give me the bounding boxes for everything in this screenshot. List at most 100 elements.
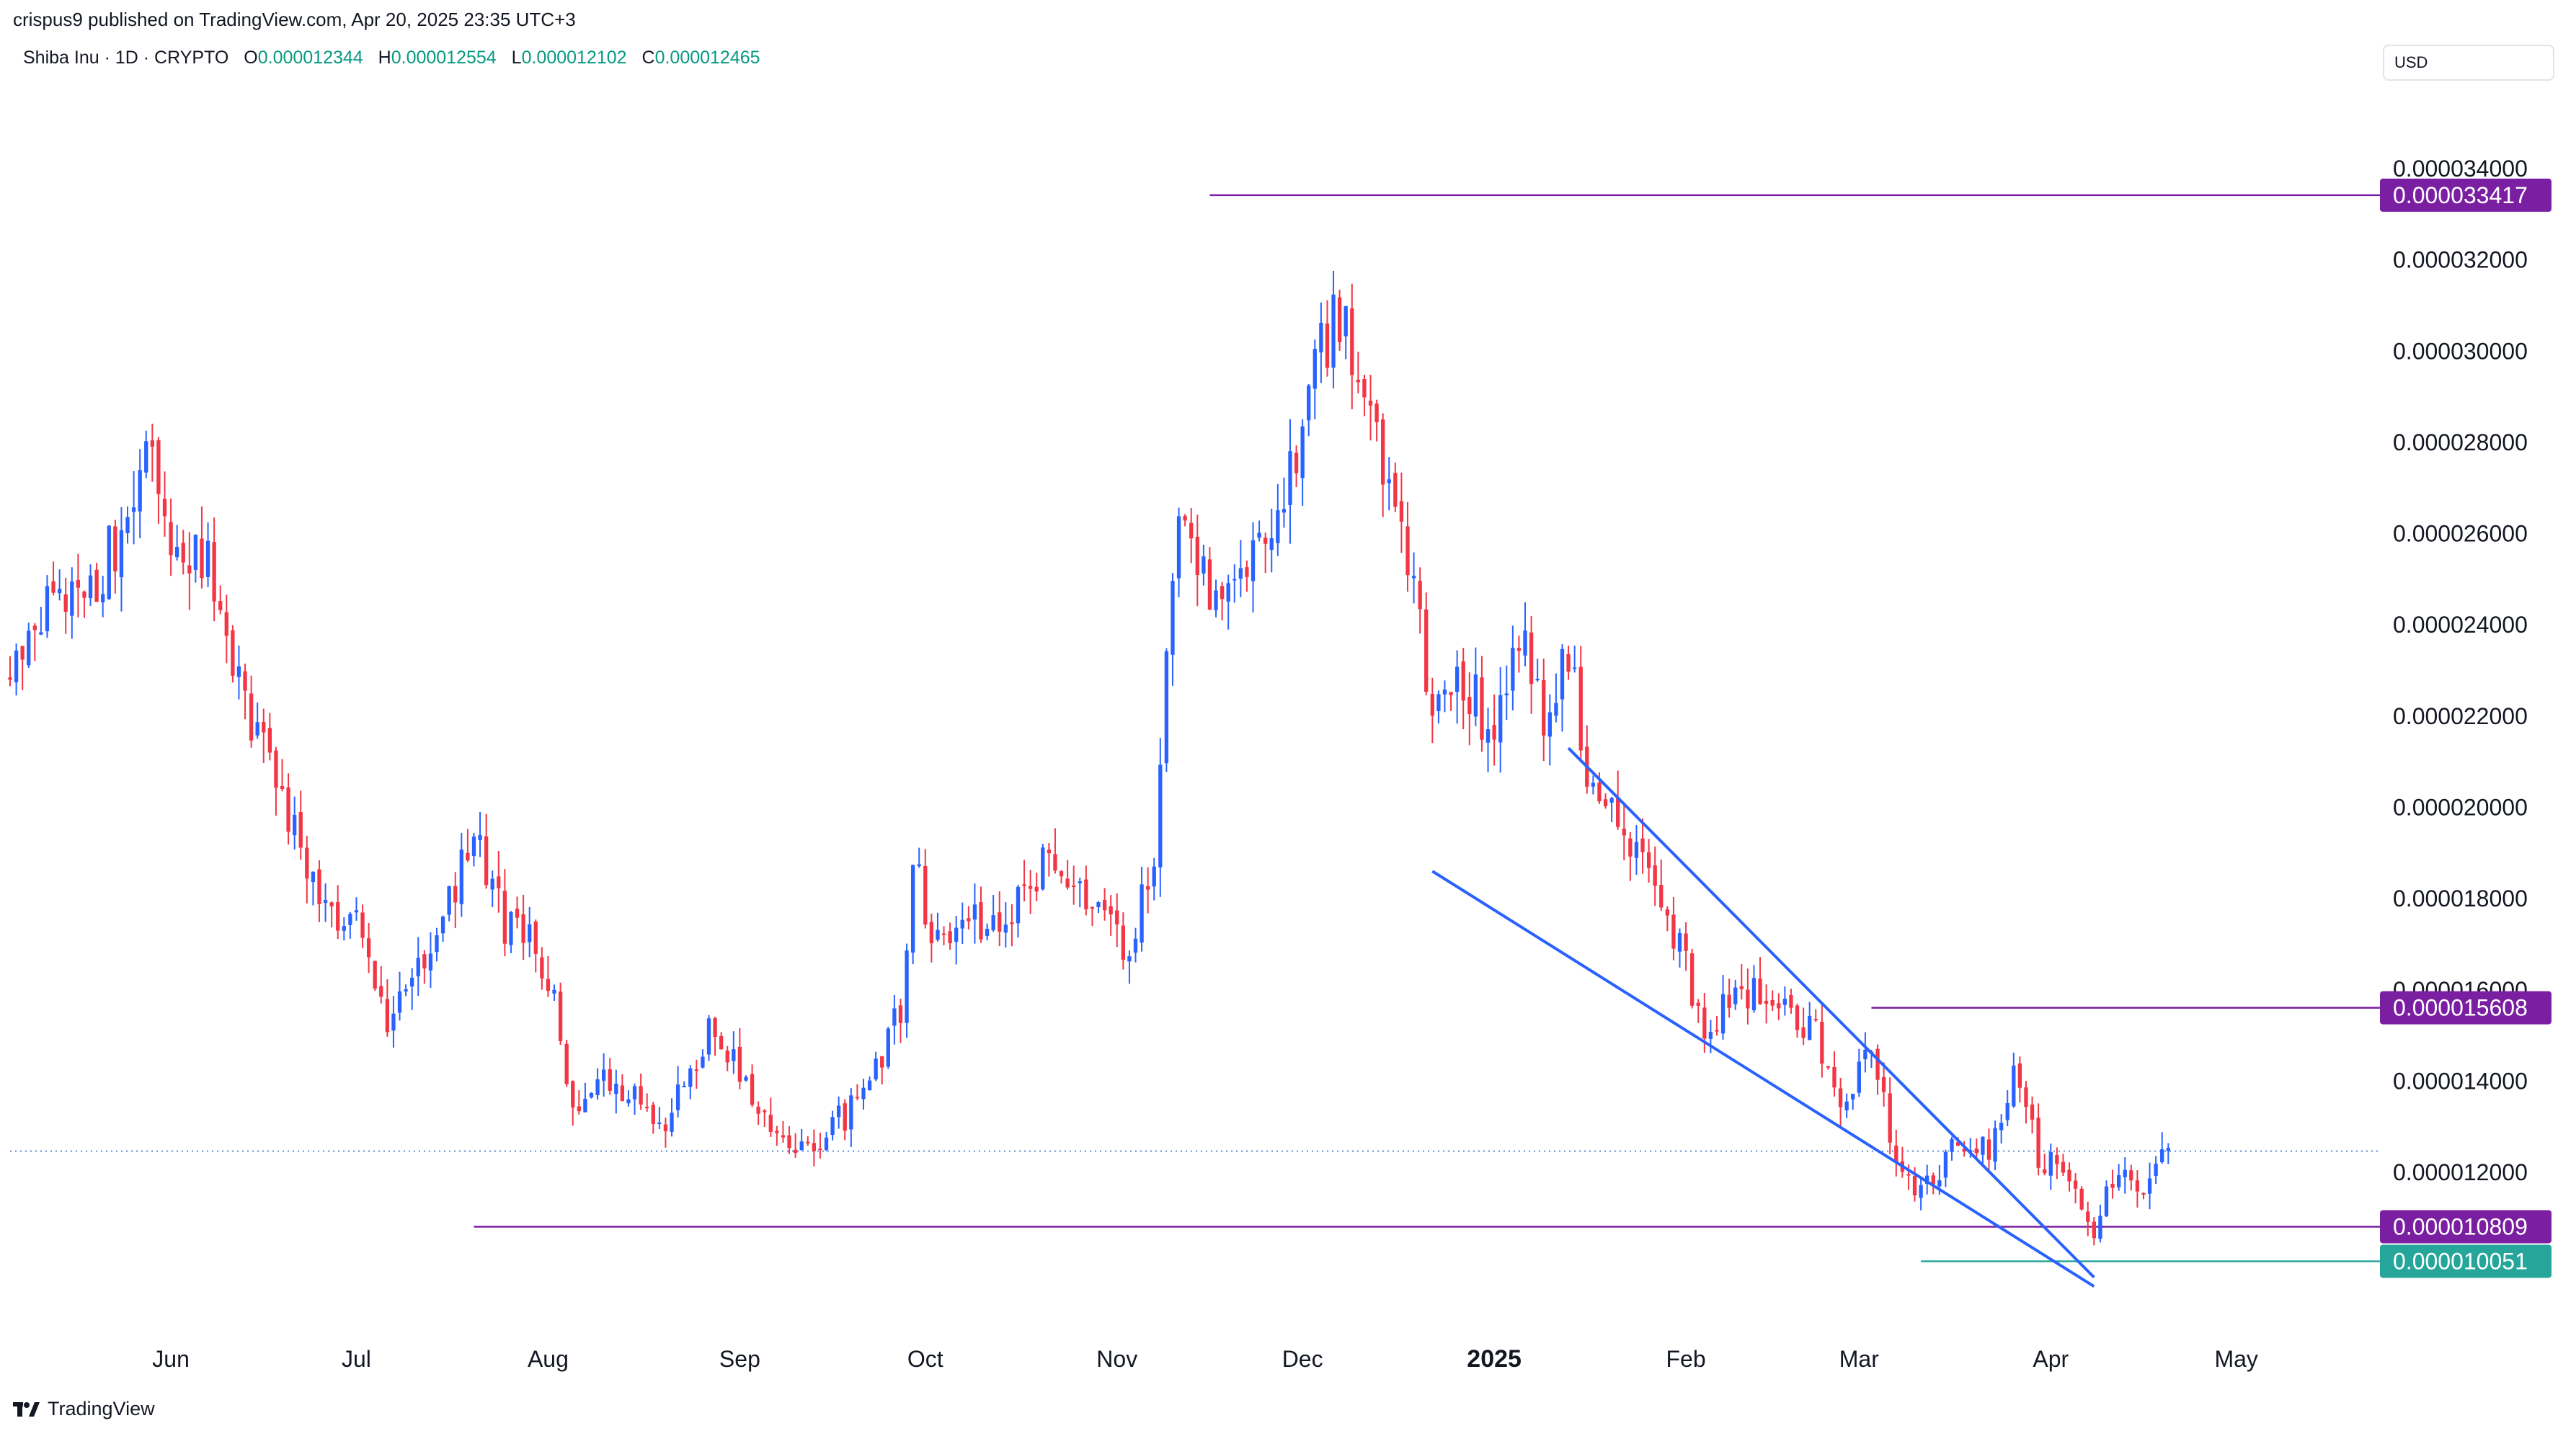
candle-body [1078,881,1082,883]
candle-body [1746,989,1750,1009]
currency-button[interactable]: USD [2383,45,2554,81]
candle-body [243,671,247,691]
candle-body [1171,581,1175,655]
candle-body [1504,693,1509,695]
candle-body [799,1141,804,1151]
candle-body [1801,1027,1806,1038]
tradingview-logo-icon [13,1401,40,1417]
candle-body [1993,1128,1997,1162]
candle-body [1665,909,1670,916]
candle-body [998,912,1002,932]
candle-body [1047,850,1052,854]
candle-body [837,1105,841,1118]
candle-body [27,630,31,666]
candle-body [2147,1178,2152,1194]
candle-body [397,991,402,1013]
candle-body [1820,1022,1824,1064]
candle-body [1659,885,1664,908]
candle-body [311,871,316,883]
candle-body [571,1081,575,1107]
candle-body [1176,516,1181,579]
candle-body [941,933,946,935]
candle-body [1758,978,1762,1004]
candle-body [1449,692,1453,695]
candle-body [564,1043,569,1084]
candle-body [1207,559,1212,610]
candle-body [1881,1076,1886,1092]
candle-body [1888,1093,1892,1143]
x-axis-tick-label: Sep [719,1346,760,1372]
open-value: 0.000012344 [257,48,363,68]
candle-body [1863,1049,1867,1060]
candle-body [1016,886,1021,924]
candle-body [1981,1136,1985,1155]
candle-body [1411,576,1416,579]
candle-body [979,902,983,940]
candle-body [1140,884,1144,943]
candle-body [1578,667,1583,751]
candle-body [2166,1148,2170,1151]
close-value: 0.000012465 [654,48,760,68]
candle-body [471,836,476,857]
candle-body [1832,1066,1836,1088]
candle-body [1405,526,1410,576]
candle-body [1233,579,1237,581]
candle-body [1789,994,1793,1008]
candle-body [1090,907,1095,909]
y-axis-tick-label: 0.000026000 [2393,521,2528,547]
candle-body [1813,1019,1818,1021]
candle-body [1777,1003,1781,1009]
candle-body [366,938,371,958]
candle-body [632,1086,637,1100]
candle-body [404,989,408,991]
candle-body [880,1056,884,1068]
candle-body [1826,1066,1831,1068]
candle-body [348,914,352,925]
candle-body [540,957,544,978]
candle-body [626,1099,631,1104]
candle-body [663,1124,668,1132]
candle-body [131,507,136,512]
candle-body [1374,404,1379,423]
candle-body [2073,1180,2078,1189]
candle-body [8,677,12,680]
candle-body [1628,838,1633,857]
candle-body [1430,693,1434,716]
candle-body [1857,1061,1861,1093]
candle-body [1473,674,1478,717]
candle-body [2129,1170,2133,1181]
level-badge [2380,991,2551,1025]
candle-body [694,1069,698,1071]
y-axis-tick-label: 0.000020000 [2393,794,2528,820]
candle-body [2116,1175,2121,1187]
candle-body [1164,651,1169,764]
candle-body [2024,1087,2028,1107]
candle-body [1331,294,1336,368]
x-axis-tick-label: Jun [152,1346,190,1372]
candle-body [1554,703,1558,716]
candle-body [614,1084,618,1095]
candle-body [1677,932,1682,952]
candle-body [298,812,303,848]
candle-body [218,601,223,610]
candle-body [305,847,309,879]
candle-body [1702,1007,1707,1039]
candle-body [1436,694,1441,711]
candle-body [812,1143,817,1151]
candle-body [1597,783,1602,802]
candle-body [1467,697,1472,715]
tradingview-brand[interactable]: TradingView [13,1398,155,1420]
x-axis-tick-label: May [2214,1346,2257,1372]
y-axis-tick-label: 0.000012000 [2393,1159,2528,1185]
symbol-title[interactable]: Shiba Inu · 1D · CRYPTO [23,48,229,68]
candle-body [2030,1104,2035,1120]
candle-body [1053,854,1057,871]
candle-body [1591,783,1596,787]
candle-body [1955,1142,1960,1146]
candle-body [88,575,93,599]
candle-body [1300,426,1305,478]
candle-body [1313,349,1317,389]
candle-body [1671,914,1676,949]
candle-body [1919,1185,1923,1198]
